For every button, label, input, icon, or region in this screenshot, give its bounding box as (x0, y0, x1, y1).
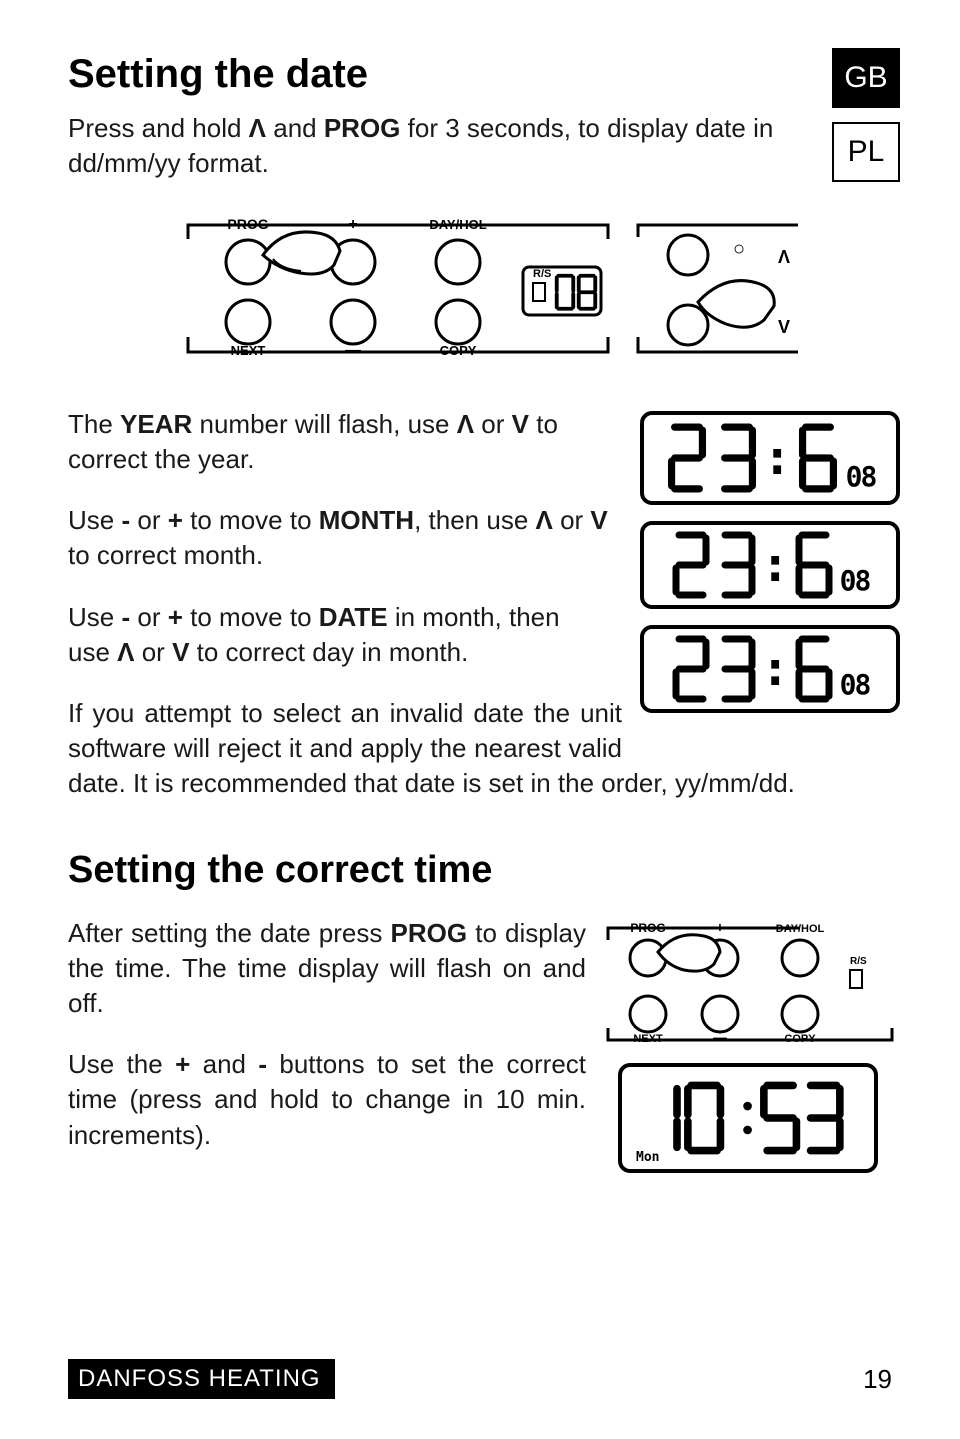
svg-text:COPY: COPY (784, 1033, 816, 1045)
press-hand-icon (263, 232, 340, 274)
lcd-time: Mon (618, 1063, 878, 1173)
lang-gb[interactable]: GB (832, 48, 900, 108)
lang-pl[interactable]: PL (832, 122, 900, 182)
svg-text:NEXT: NEXT (633, 1033, 663, 1045)
press-hand-icon-3 (658, 935, 720, 971)
lcd-date-stack: : 08 : 08 : 08 (640, 411, 900, 729)
label-prog: PROG (227, 216, 268, 232)
svg-text:○: ○ (733, 238, 745, 260)
time-intro-text: After setting the date press PROG to dis… (68, 916, 588, 1021)
control-panel-figure: PROG + DAY/HOL NEXT — COPY R/S ○ Λ V (178, 207, 818, 367)
lcd-year: : 08 (640, 411, 900, 505)
svg-text:PROG: PROG (630, 921, 665, 935)
svg-text:R/S: R/S (850, 956, 867, 967)
footer-page-number: 19 (863, 1364, 892, 1395)
year-text: The YEAR number will flash, use Λ or V t… (68, 407, 608, 477)
date-in-month-text: Use - or + to move to DATE in month, the… (68, 600, 608, 670)
lcd-day-label: Mon (636, 1150, 659, 1165)
month-text: Use - or + to move to MONTH, then use Λ … (68, 503, 608, 573)
heading-setting-time: Setting the correct time (68, 849, 900, 892)
page-footer: DANFOSS HEATING 19 (0, 1359, 960, 1399)
intro-text: Press and hold Λ and PROG for 3 seconds,… (68, 111, 808, 181)
footer-brand: DANFOSS HEATING (68, 1359, 335, 1399)
svg-text:+: + (348, 216, 357, 233)
svg-text:+: + (716, 919, 724, 935)
lcd-month: : 08 (640, 521, 900, 609)
svg-text:V: V (778, 317, 790, 337)
svg-text:COPY: COPY (440, 343, 477, 358)
svg-text:R/S: R/S (533, 268, 551, 280)
press-hand-icon-2 (698, 281, 774, 328)
svg-text:DAY/HOL: DAY/HOL (776, 923, 825, 935)
svg-text:Λ: Λ (778, 247, 790, 267)
svg-text:DAY/HOL: DAY/HOL (429, 217, 486, 232)
svg-text:NEXT: NEXT (231, 343, 266, 358)
heading-setting-date: Setting the date (68, 52, 900, 97)
svg-text:—: — (345, 342, 361, 359)
time-panel-figure: PROG + DAY/HOL NEXT — COPY R/S (600, 916, 900, 1173)
lcd-date: : 08 (640, 625, 900, 713)
language-tabs: GB PL (832, 48, 900, 182)
svg-text:—: — (713, 1029, 727, 1045)
time-set-text: Use the + and - buttons to set the corre… (68, 1047, 588, 1152)
